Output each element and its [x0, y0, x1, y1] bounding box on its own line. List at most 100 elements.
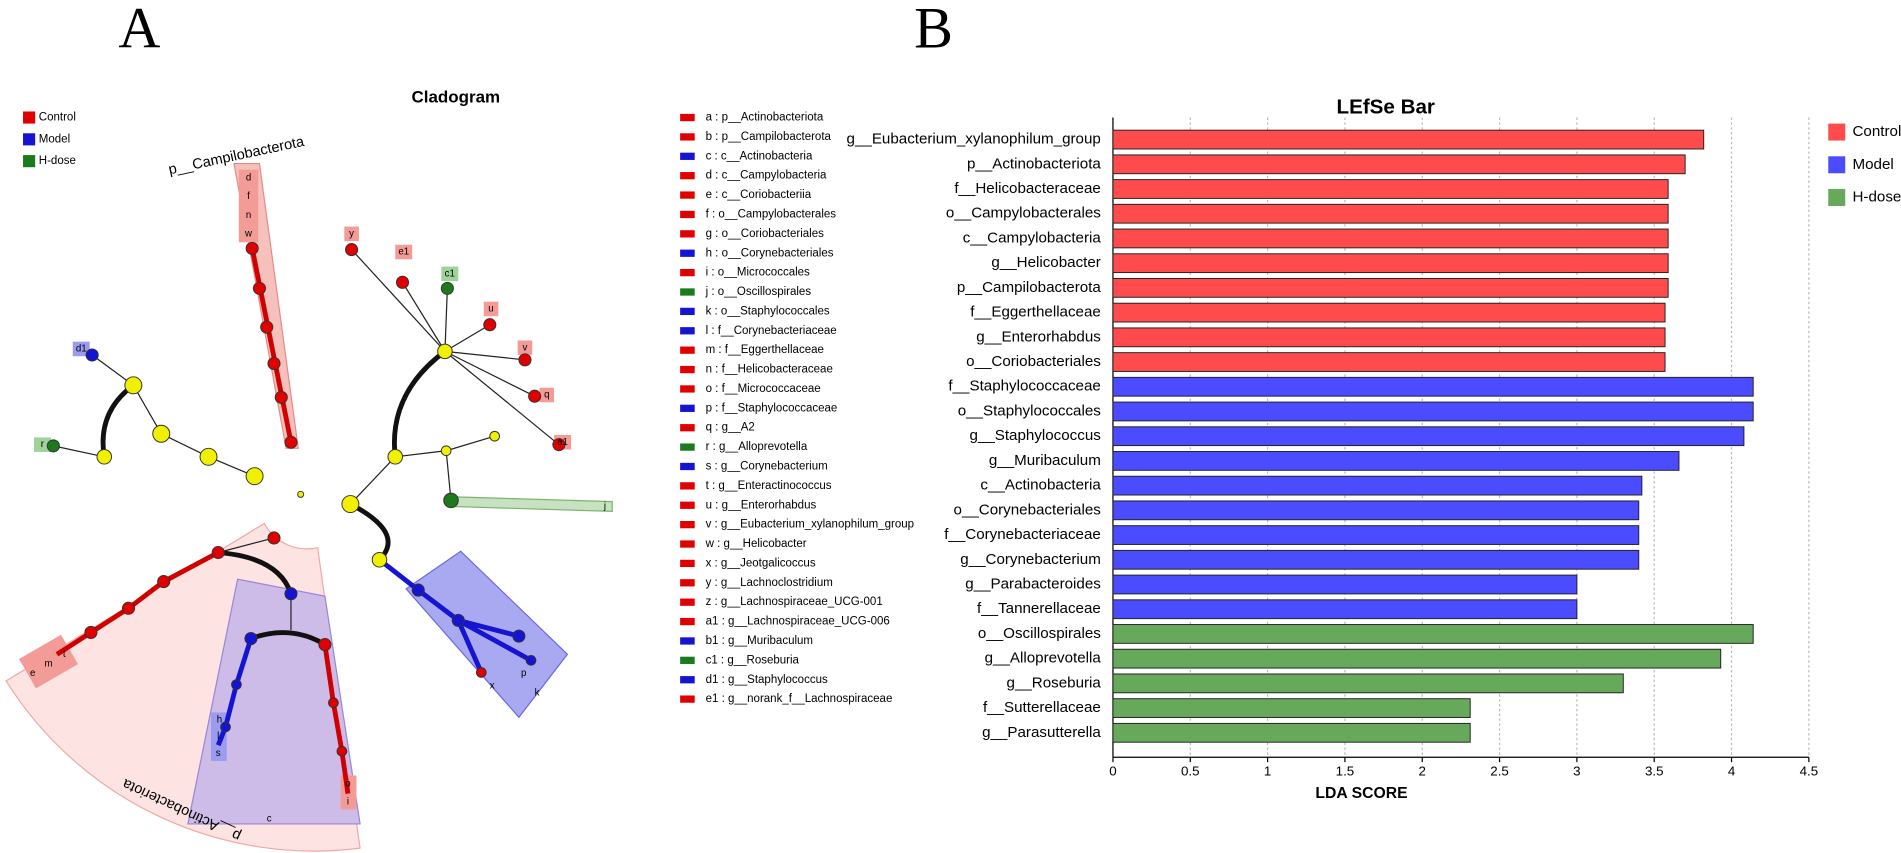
node: [157, 575, 171, 589]
node-label: d: [246, 173, 251, 184]
key-swatch: [680, 404, 695, 412]
y-tick-label: g__Parabacteroides: [965, 576, 1101, 593]
node: [440, 445, 452, 457]
node-label: k: [535, 688, 540, 699]
legend-label: Control: [39, 112, 76, 124]
bar: [1112, 673, 1624, 694]
node-label: e1: [398, 247, 409, 258]
key-label: e1 : g__norank_f__Lachnospiraceae: [706, 693, 893, 705]
key-swatch: [680, 559, 695, 568]
key-swatch: [680, 695, 695, 703]
key-label: d1 : g__Staphylococcus: [706, 674, 828, 686]
node-label: s: [216, 748, 221, 759]
node: [244, 631, 258, 646]
key-label: a : p__Actinobacteriota: [706, 112, 824, 124]
node-label: y: [349, 228, 354, 239]
x-tick-label: 1: [1264, 763, 1271, 778]
y-tick-label: g__Eubacterium_xylanophilum_group: [847, 131, 1101, 148]
node-label: v: [523, 342, 528, 353]
key-label: g : o__Coriobacteriales: [706, 228, 825, 240]
key-swatch: [680, 152, 695, 160]
node: [411, 583, 425, 597]
node: [85, 348, 99, 362]
node: [284, 435, 298, 449]
node: [318, 638, 332, 652]
key-label: n : f__Helicobacteraceae: [706, 364, 833, 376]
key-swatch: [680, 288, 695, 296]
label-box: [441, 266, 459, 282]
node: [440, 281, 454, 295]
bar: [1112, 179, 1669, 199]
bar: [1112, 426, 1745, 447]
key-label: o : f__Micrococcaceae: [706, 383, 821, 395]
branch: [377, 557, 533, 674]
node-label: f: [247, 191, 250, 202]
y-tick-label: c__Campylobacteria: [963, 229, 1102, 246]
label-box: [344, 226, 359, 242]
key-label: r : g__Alloprevotella: [706, 441, 808, 453]
key-label: f : o__Campylobacterales: [706, 209, 837, 221]
node: [552, 438, 566, 452]
node-label: q: [544, 390, 549, 401]
node: [124, 376, 143, 395]
branch: [351, 249, 560, 452]
key-label: u : g__Enterorhabdus: [706, 499, 817, 511]
node: [274, 390, 288, 404]
node-label: u: [488, 304, 493, 315]
node: [245, 467, 264, 486]
chart-title: LEfSe Bar: [1337, 95, 1435, 118]
bar: [1112, 327, 1666, 348]
node: [284, 587, 298, 601]
y-tick-label: f__Sutterellaceae: [983, 699, 1101, 716]
legend-swatch: [23, 155, 36, 168]
key-swatch: [680, 540, 695, 548]
legend-label: Model: [39, 133, 70, 145]
y-tick-label: g__Roseburia: [1007, 674, 1102, 691]
key-label: w : g__Helicobacter: [705, 538, 807, 550]
key-swatch: [680, 133, 695, 141]
key-swatch: [680, 462, 695, 471]
legend-swatch: [1828, 123, 1846, 141]
bar: [1112, 278, 1669, 298]
node-label: m: [44, 659, 52, 670]
key-swatch: [680, 579, 695, 587]
branch: [349, 456, 396, 505]
key-swatch: [680, 327, 695, 335]
node: [231, 679, 242, 690]
node: [260, 320, 274, 334]
x-tick-label: 1.5: [1336, 763, 1355, 778]
node-label: w: [244, 228, 253, 239]
x-tick-label: 4: [1728, 763, 1736, 778]
node: [96, 449, 113, 465]
key-swatch: [680, 617, 695, 626]
key-label: c : c__Actinobacteria: [706, 150, 813, 162]
key-swatch: [680, 307, 695, 316]
label-box: [238, 169, 259, 243]
x-tick-label: 2.5: [1490, 763, 1509, 778]
node: [252, 281, 266, 295]
node: [451, 613, 465, 627]
legend-swatch: [23, 133, 36, 146]
y-tick-label: g__Enterorhabdus: [976, 328, 1101, 345]
key-swatch: [680, 210, 695, 219]
key-swatch: [680, 656, 695, 664]
node: [46, 439, 60, 453]
key-label: d : c__Campylobacteria: [706, 170, 827, 182]
node-label: n: [246, 210, 251, 221]
node-label: d1: [76, 344, 87, 355]
cladogram: Cladogram: [5, 88, 914, 852]
node: [245, 241, 259, 255]
key-label: t : g__Enteractinococcus: [706, 480, 832, 492]
key-label: b : p__Campilobacterota: [706, 131, 832, 143]
legend-swatch: [1828, 156, 1846, 174]
key-swatch: [680, 268, 695, 277]
branch: [53, 354, 255, 477]
node-label: h: [217, 714, 222, 725]
branch: [347, 501, 391, 563]
y-tick-label: f__Helicobacteraceae: [954, 180, 1101, 197]
key-swatch: [680, 598, 695, 606]
key-label: p : f__Staphylococcaceae: [706, 402, 838, 414]
node: [512, 629, 526, 643]
y-tick-label: g__Helicobacter: [991, 254, 1100, 271]
node-label: c1: [445, 268, 455, 279]
